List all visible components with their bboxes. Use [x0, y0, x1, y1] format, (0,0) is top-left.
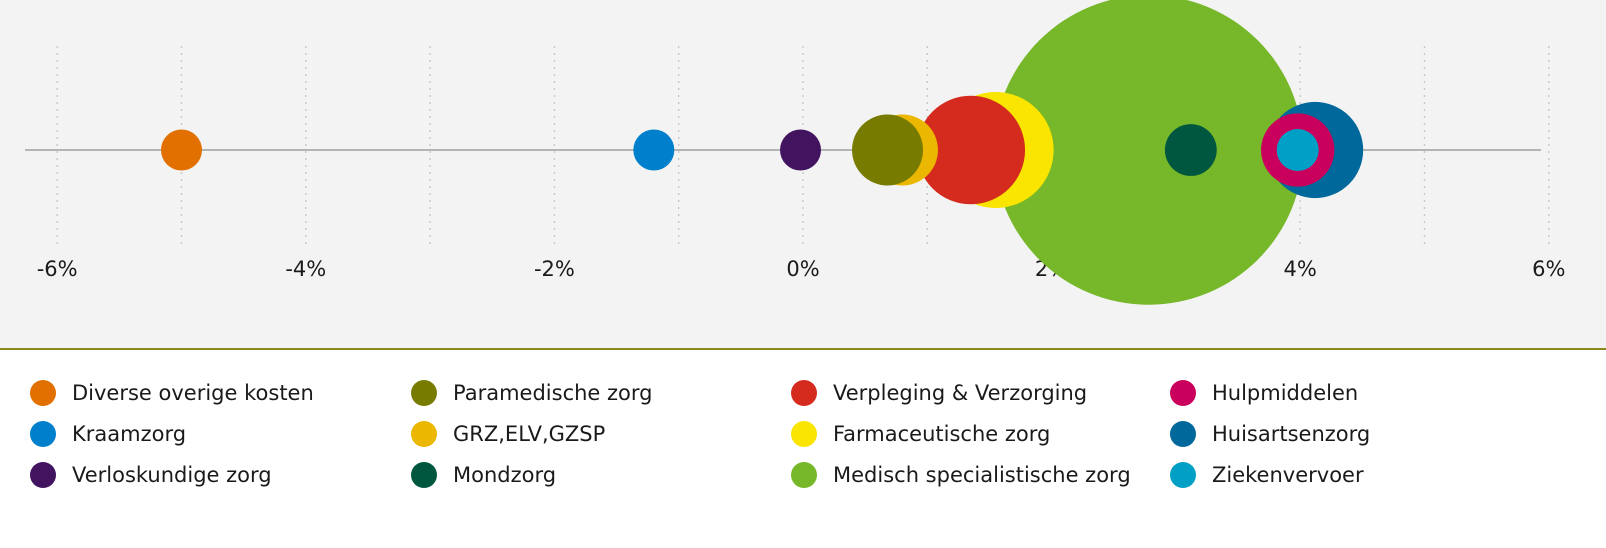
legend-swatch	[791, 420, 817, 447]
bubble-kraamzorg[interactable]	[633, 129, 675, 171]
legend-swatch	[30, 420, 56, 447]
legend-label: Verloskundige zorg	[72, 462, 272, 487]
legend-label: Medisch specialistische zorg	[833, 462, 1131, 487]
legend-swatch	[1170, 420, 1196, 447]
legend-swatch	[30, 379, 56, 406]
x-tick-label: -6%	[37, 257, 78, 281]
legend-divider	[0, 348, 1606, 350]
legend-item[interactable]: Huisartsenzorg	[1170, 413, 1370, 454]
legend-item[interactable]: Hulpmiddelen	[1170, 372, 1370, 413]
legend-column: Verpleging & Verzorging Farmaceutische zo…	[791, 372, 1131, 495]
legend-swatch	[791, 379, 817, 406]
legend-swatch	[411, 420, 437, 447]
bubble-chart: -6%-4%-2%0%2%4%6%	[25, 0, 1565, 305]
legend-swatch	[1170, 379, 1196, 406]
legend-label: Huisartsenzorg	[1212, 421, 1371, 446]
legend-column: Hulpmiddelen Huisartsenzorg Ziekenvervoer	[1170, 372, 1370, 495]
legend-item[interactable]: GRZ,ELV,GZSP	[411, 413, 653, 454]
legend-swatch	[791, 461, 817, 488]
legend-label: Paramedische zorg	[453, 380, 653, 405]
legend-swatch	[30, 461, 56, 488]
bubble-mondzorg[interactable]	[1164, 124, 1217, 176]
bubble-paramedische-zorg[interactable]	[852, 114, 924, 186]
legend-swatch	[411, 461, 437, 488]
legend-column: Paramedische zorg GRZ,ELV,GZSP Mondzorg	[411, 372, 653, 495]
legend: Diverse overige kosten Kraamzorg Verloskun…	[0, 350, 1606, 548]
legend-label: Ziekenvervoer	[1212, 462, 1364, 487]
legend-item[interactable]: Mondzorg	[411, 454, 653, 495]
legend-item[interactable]: Medisch specialistische zorg	[791, 454, 1131, 495]
legend-label: Diverse overige kosten	[72, 380, 314, 405]
x-tick-label: -4%	[285, 257, 326, 281]
x-tick-label: 0%	[786, 257, 819, 281]
legend-label: Kraamzorg	[72, 421, 187, 446]
legend-label: Farmaceutische zorg	[833, 421, 1051, 446]
legend-column: Diverse overige kosten Kraamzorg Verloskun…	[30, 372, 314, 495]
x-tick-label: 6%	[1532, 257, 1565, 281]
bubble-verloskundige-zorg[interactable]	[780, 129, 822, 171]
bubble-diverse-overige-kosten[interactable]	[161, 129, 202, 171]
bubble-medisch-specialistische-zorg[interactable]	[993, 0, 1304, 305]
legend-item[interactable]: Paramedische zorg	[411, 372, 653, 413]
legend-item[interactable]: Farmaceutische zorg	[791, 413, 1131, 454]
legend-item[interactable]: Diverse overige kosten	[30, 372, 314, 413]
bubble-ziekenvervoer[interactable]	[1276, 128, 1319, 172]
legend-item[interactable]: Verloskundige zorg	[30, 454, 314, 495]
legend-item[interactable]: Kraamzorg	[30, 413, 314, 454]
legend-label: Mondzorg	[453, 462, 557, 487]
x-tick-label: 4%	[1284, 257, 1317, 281]
legend-swatch	[411, 379, 437, 406]
legend-label: Hulpmiddelen	[1212, 380, 1359, 405]
legend-item[interactable]: Verpleging & Verzorging	[791, 372, 1131, 413]
chart-area: -6%-4%-2%0%2%4%6%	[0, 0, 1606, 348]
legend-label: Verpleging & Verzorging	[833, 380, 1088, 405]
legend-label: GRZ,ELV,GZSP	[453, 421, 606, 446]
x-tick-label: -2%	[534, 257, 575, 281]
bubble-verpleging-verzorging[interactable]	[916, 95, 1026, 205]
legend-swatch	[1170, 461, 1196, 488]
legend-item[interactable]: Ziekenvervoer	[1170, 454, 1370, 495]
